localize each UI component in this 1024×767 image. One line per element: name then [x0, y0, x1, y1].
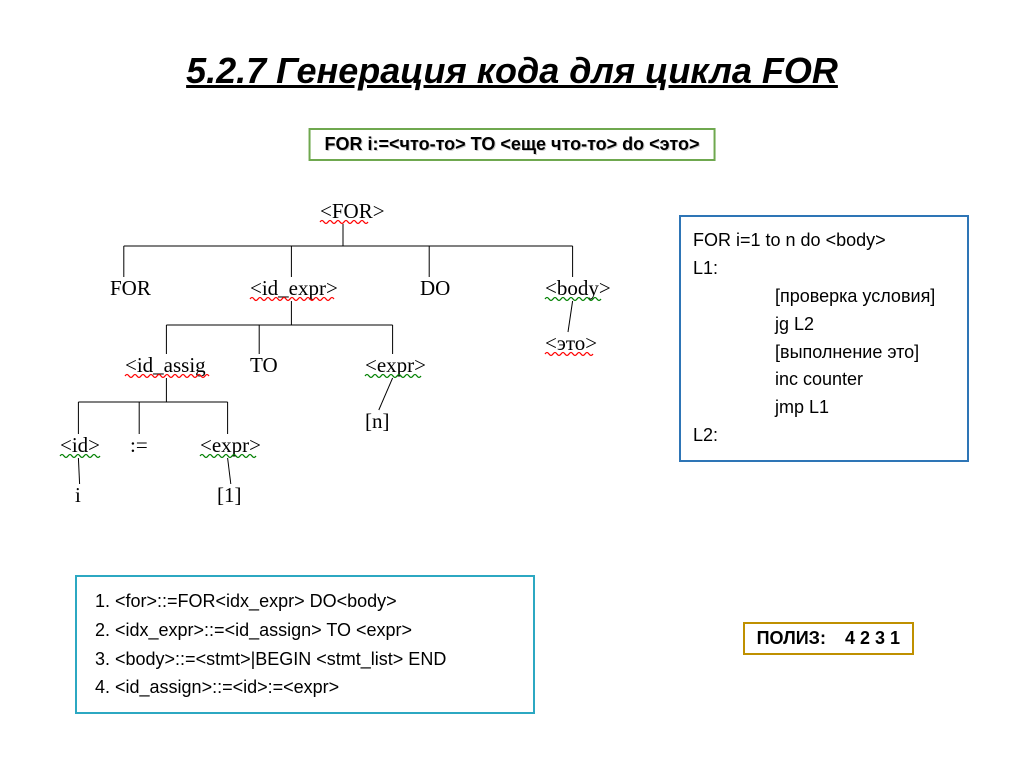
poliz-box: ПОЛИЗ: 4 2 3 1 — [743, 622, 914, 655]
code-line-exec: [выполнение это] — [693, 339, 955, 367]
syntax-box: FOR i:=<что-то> TO <еще что-то> do <это> — [309, 128, 716, 161]
parse-tree: <FOR> FOR <id_expr> DO <body> <это> <id_assig T… — [55, 190, 655, 520]
grammar-box: <for>::=FOR<idx_expr> DO<body><idx_expr>… — [75, 575, 535, 714]
tree-node-to_kw: TO — [250, 353, 278, 377]
tree-node-ceq: := — [130, 433, 148, 457]
page-title: 5.2.7 Генерация кода для цикла FOR — [0, 0, 1024, 92]
code-line-l2: L2: — [693, 422, 955, 450]
code-line-l1: L1: — [693, 255, 955, 283]
tree-node-expr2: <expr> — [200, 433, 261, 457]
grammar-rule-4: <id_assign>::=<id>:=<expr> — [115, 673, 519, 702]
tree-node-one: [1] — [217, 483, 242, 507]
tree-node-root: <FOR> — [320, 199, 385, 223]
grammar-list: <for>::=FOR<idx_expr> DO<body><idx_expr>… — [91, 587, 519, 702]
grammar-rule-2: <idx_expr>::=<id_assign> TO <expr> — [115, 616, 519, 645]
tree-node-do_kw: DO — [420, 276, 450, 300]
code-line-check: [проверка условия] — [693, 283, 955, 311]
tree-node-n: [n] — [365, 409, 390, 433]
code-line-jg: jg L2 — [693, 311, 955, 339]
code-line-inc: inc counter — [693, 366, 955, 394]
tree-node-id_expr: <id_expr> — [250, 276, 338, 300]
code-line-for: FOR i=1 to n do <body> — [693, 227, 955, 255]
syntax-text: FOR i:=<что-то> TO <еще что-то> do <это> — [325, 134, 700, 154]
tree-node-for_kw: FOR — [110, 276, 151, 300]
grammar-rule-1: <for>::=FOR<idx_expr> DO<body> — [115, 587, 519, 616]
code-box: FOR i=1 to n do <body> L1: [проверка усл… — [679, 215, 969, 462]
tree-node-id: <id> — [60, 433, 100, 457]
tree-node-id_assig: <id_assig — [125, 353, 206, 377]
tree-node-eto: <это> — [545, 331, 597, 355]
code-line-jmp: jmp L1 — [693, 394, 955, 422]
tree-node-i: i — [75, 483, 81, 507]
tree-node-body: <body> — [545, 276, 611, 300]
tree-node-expr1: <expr> — [365, 353, 426, 377]
poliz-label: ПОЛИЗ: — [757, 628, 826, 648]
grammar-rule-3: <body>::=<stmt>|BEGIN <stmt_list> END — [115, 645, 519, 674]
poliz-value: 4 2 3 1 — [845, 628, 900, 648]
